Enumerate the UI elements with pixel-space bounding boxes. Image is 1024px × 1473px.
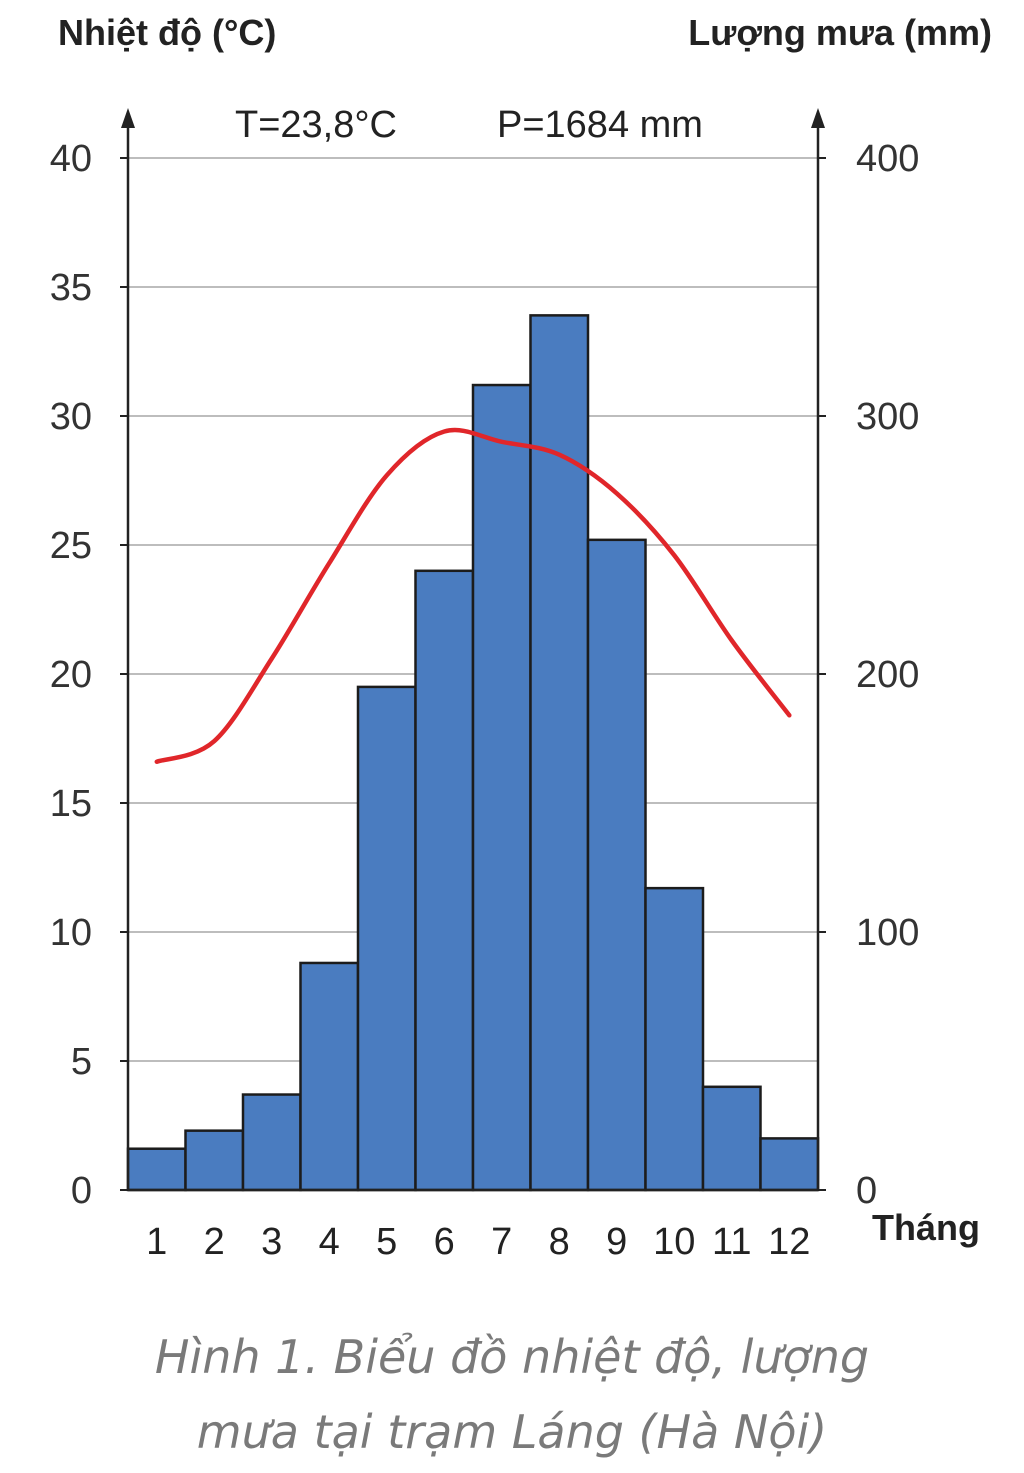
temperature-point <box>328 562 330 564</box>
temperature-point <box>501 441 503 443</box>
left-tick-label: 10 <box>50 912 92 954</box>
precipitation-bar <box>356 685 417 1192</box>
precipitation-bar <box>759 1137 820 1192</box>
temperature-annotation: T=23,8°C <box>235 104 397 146</box>
axes <box>121 108 825 1192</box>
x-tick-label: 8 <box>549 1221 570 1263</box>
precipitation-bar <box>299 961 360 1192</box>
figure-caption-line-1: Hình 1. Biểu đồ nhiệt độ, lượng <box>154 1330 870 1384</box>
left-tick-label: 5 <box>71 1041 92 1083</box>
x-tick-label: 2 <box>204 1221 225 1263</box>
x-tick-label: 10 <box>653 1221 695 1263</box>
precipitation-annotation: P=1684 mm <box>497 104 703 146</box>
precipitation-bar <box>126 1147 187 1192</box>
x-tick-label: 1 <box>146 1221 167 1263</box>
right-tick-label: 400 <box>856 138 919 180</box>
precipitation-bar <box>241 1093 302 1192</box>
precipitation-bar <box>644 886 705 1192</box>
temperature-point <box>213 740 215 742</box>
temperature-point <box>788 714 790 716</box>
x-tick-label: 6 <box>434 1221 455 1263</box>
right-tick-label: 300 <box>856 396 919 438</box>
left-tick-label: 0 <box>71 1170 92 1212</box>
x-tick-label: 11 <box>712 1221 751 1263</box>
x-tick-label: 4 <box>319 1221 340 1263</box>
right-axis-title: Lượng mưa (mm) <box>688 12 992 53</box>
left-tick-label: 15 <box>50 783 92 825</box>
precipitation-bar <box>414 569 475 1192</box>
x-tick-label: 5 <box>376 1221 397 1263</box>
left-axis-title: Nhiệt độ (°C) <box>58 12 276 53</box>
left-tick-label: 30 <box>50 396 92 438</box>
left-tick-label: 40 <box>50 138 92 180</box>
x-tick-label: 7 <box>491 1221 512 1263</box>
precipitation-bar <box>586 538 647 1192</box>
precipitation-bar <box>184 1129 245 1192</box>
temperature-line-path <box>154 427 792 764</box>
right-tick-label: 100 <box>856 912 919 954</box>
right-tick-label: 0 <box>856 1170 877 1212</box>
temperature-point <box>443 430 445 432</box>
temperature-point <box>156 761 158 763</box>
figure-caption-line-2: mưa tại trạm Láng (Hà Nội) <box>196 1405 828 1459</box>
temperature-point <box>616 492 618 494</box>
left-tick-label: 20 <box>50 654 92 696</box>
x-tick-label: 12 <box>768 1221 810 1263</box>
precipitation-bar <box>471 383 532 1192</box>
x-axis-title: Tháng <box>872 1207 980 1248</box>
x-tick-label: 3 <box>261 1221 282 1263</box>
temperature-point <box>731 639 733 641</box>
temperature-point <box>271 658 273 660</box>
left-tick-label: 35 <box>50 267 92 309</box>
left-tick-label: 25 <box>50 525 92 567</box>
precipitation-bars <box>126 314 820 1192</box>
temperature-point <box>673 554 675 556</box>
left-axis-arrow <box>121 108 135 128</box>
right-tick-label: 200 <box>856 654 919 696</box>
temperature-line <box>154 427 792 764</box>
temperature-point <box>386 474 388 476</box>
precipitation-bar <box>701 1085 762 1192</box>
x-tick-label: 9 <box>606 1221 627 1263</box>
temperature-point <box>558 454 560 456</box>
right-axis-arrow <box>811 108 825 128</box>
